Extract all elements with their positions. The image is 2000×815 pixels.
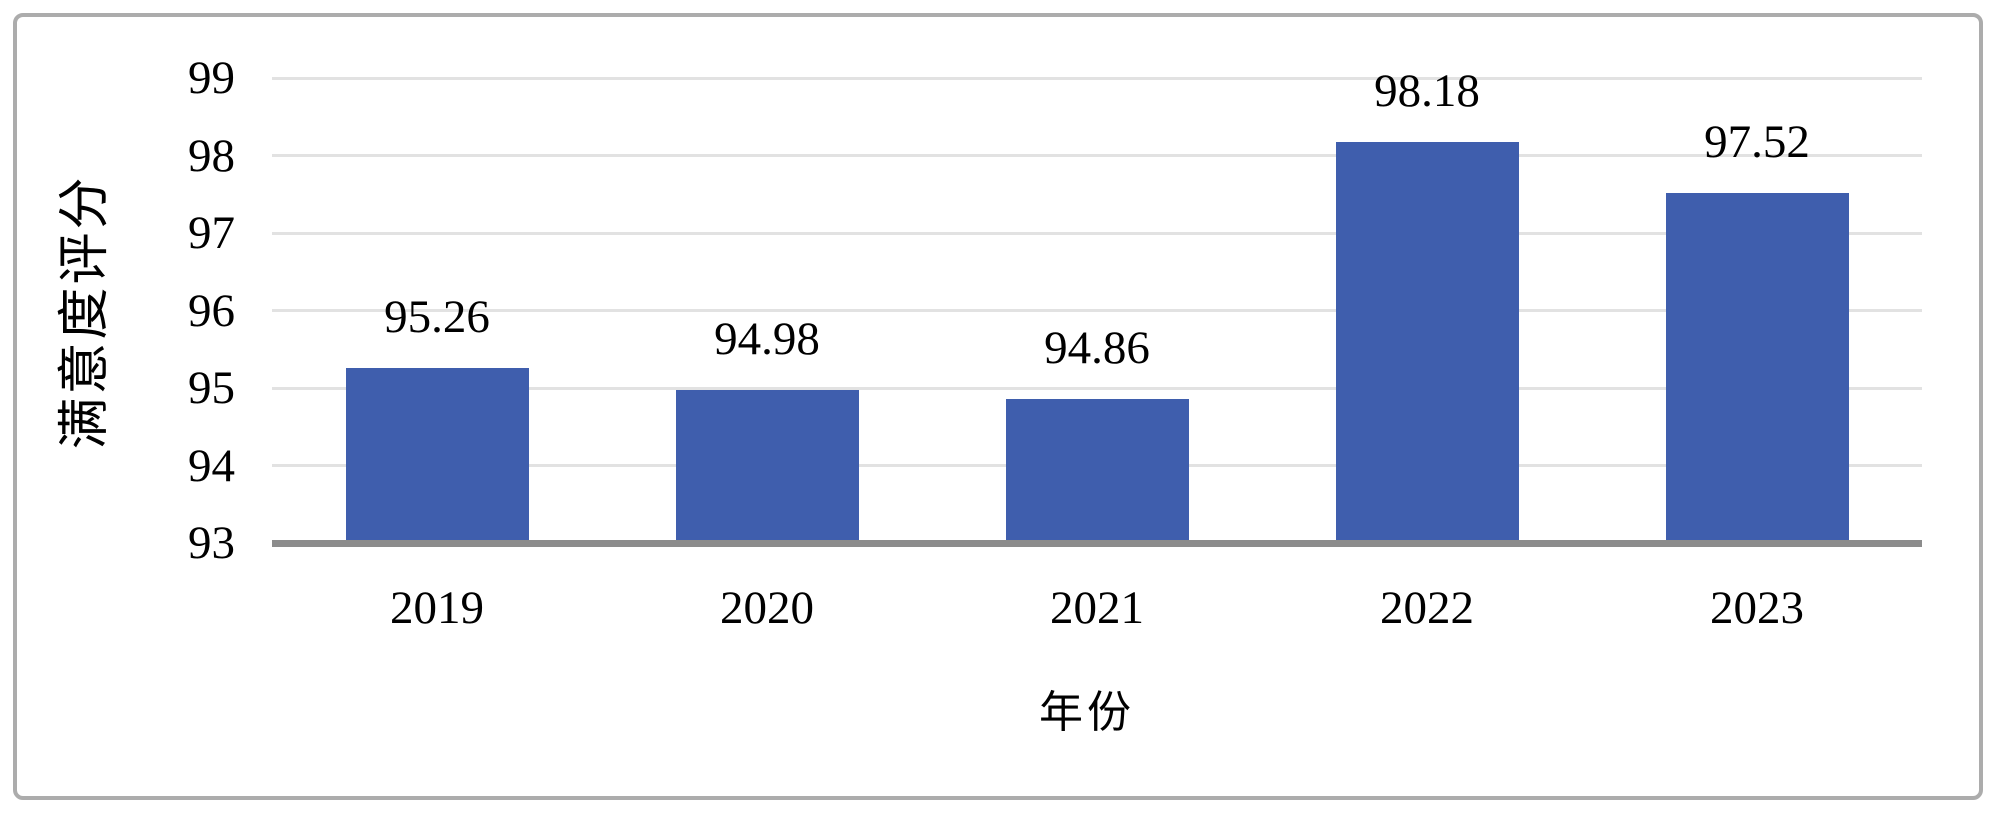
bar-value-label: 94.86 xyxy=(1044,321,1150,374)
gridline xyxy=(272,154,1922,157)
bar xyxy=(1335,141,1519,540)
x-axis-title: 年份 xyxy=(1039,688,1135,737)
bar xyxy=(675,389,859,540)
y-axis-title: 满意度评分 xyxy=(57,174,114,450)
y-tick-label: 93 xyxy=(188,517,235,569)
x-tick-label: 2020 xyxy=(720,582,814,634)
y-tick-label: 95 xyxy=(188,362,235,414)
y-tick-label: 97 xyxy=(188,207,235,259)
bar-value-label: 98.18 xyxy=(1374,64,1480,117)
x-axis-line xyxy=(272,539,1922,547)
gridline xyxy=(272,231,1922,235)
x-tick-label: 2021 xyxy=(1050,582,1144,634)
gridline xyxy=(272,309,1922,312)
gridline xyxy=(272,386,1922,390)
y-tick-label: 99 xyxy=(188,52,235,104)
bar xyxy=(1665,192,1849,540)
y-tick-label: 94 xyxy=(188,439,235,492)
y-tick-label: 98 xyxy=(188,129,235,182)
chart-frame xyxy=(13,13,1983,800)
x-tick-label: 2019 xyxy=(390,582,484,634)
gridline xyxy=(272,76,1922,80)
y-tick-label: 96 xyxy=(188,284,235,337)
bar-value-label: 97.52 xyxy=(1704,115,1810,168)
bar-value-label: 95.26 xyxy=(384,290,490,343)
bar-value-label: 94.98 xyxy=(714,312,820,365)
x-tick-label: 2022 xyxy=(1380,582,1474,634)
x-tick-label: 2023 xyxy=(1710,582,1804,634)
bar xyxy=(345,367,529,540)
bar xyxy=(1005,398,1189,540)
